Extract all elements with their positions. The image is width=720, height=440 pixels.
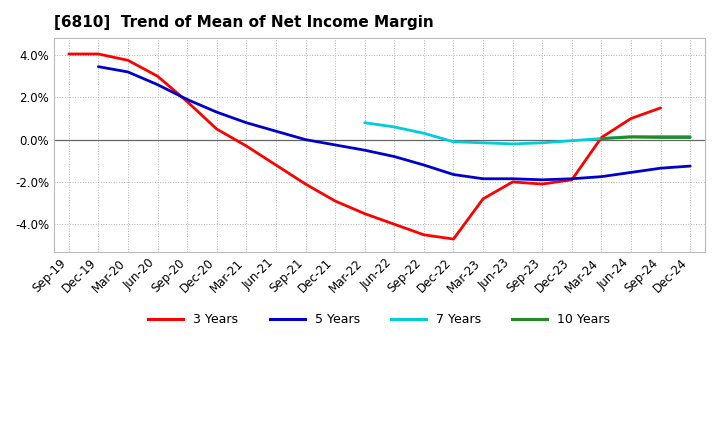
- 3 Years: [242, 143, 251, 149]
- 5 Years: [626, 170, 635, 175]
- 3 Years: [183, 99, 192, 104]
- 3 Years: [271, 162, 280, 168]
- 7 Years: [686, 134, 695, 139]
- 5 Years: [390, 154, 399, 159]
- 5 Years: [301, 137, 310, 142]
- Line: 5 Years: 5 Years: [99, 67, 690, 180]
- 3 Years: [449, 236, 458, 242]
- 5 Years: [361, 147, 369, 153]
- 3 Years: [361, 211, 369, 216]
- 3 Years: [420, 232, 428, 238]
- 5 Years: [567, 176, 576, 181]
- 10 Years: [686, 135, 695, 140]
- 7 Years: [420, 131, 428, 136]
- 3 Years: [330, 198, 339, 204]
- 7 Years: [567, 138, 576, 143]
- 7 Years: [390, 125, 399, 130]
- 5 Years: [686, 163, 695, 169]
- 7 Years: [361, 120, 369, 125]
- 7 Years: [449, 139, 458, 144]
- 5 Years: [420, 162, 428, 168]
- 3 Years: [65, 51, 73, 57]
- 5 Years: [330, 142, 339, 147]
- 3 Years: [538, 181, 546, 187]
- Line: 3 Years: 3 Years: [69, 54, 661, 239]
- 3 Years: [626, 116, 635, 121]
- 7 Years: [479, 140, 487, 146]
- 5 Years: [94, 64, 103, 70]
- 10 Years: [657, 135, 665, 140]
- 10 Years: [597, 136, 606, 141]
- 3 Years: [301, 181, 310, 187]
- Text: [6810]  Trend of Mean of Net Income Margin: [6810] Trend of Mean of Net Income Margi…: [54, 15, 433, 30]
- 5 Years: [124, 70, 132, 75]
- 5 Years: [508, 176, 517, 181]
- 7 Years: [597, 136, 606, 141]
- 7 Years: [626, 134, 635, 139]
- 3 Years: [597, 135, 606, 140]
- 7 Years: [508, 141, 517, 147]
- 3 Years: [153, 73, 162, 79]
- Line: 7 Years: 7 Years: [365, 123, 690, 144]
- Legend: 3 Years, 5 Years, 7 Years, 10 Years: 3 Years, 5 Years, 7 Years, 10 Years: [143, 308, 616, 331]
- 3 Years: [657, 105, 665, 110]
- Line: 10 Years: 10 Years: [601, 137, 690, 139]
- 3 Years: [124, 58, 132, 63]
- 5 Years: [271, 128, 280, 134]
- 5 Years: [538, 177, 546, 183]
- 5 Years: [183, 97, 192, 102]
- 5 Years: [212, 110, 221, 115]
- 5 Years: [449, 172, 458, 177]
- 3 Years: [479, 196, 487, 202]
- 5 Years: [657, 165, 665, 171]
- 5 Years: [597, 174, 606, 179]
- 10 Years: [626, 135, 635, 140]
- 5 Years: [479, 176, 487, 181]
- 3 Years: [94, 51, 103, 57]
- 3 Years: [212, 126, 221, 132]
- 7 Years: [657, 134, 665, 139]
- 3 Years: [508, 179, 517, 184]
- 5 Years: [242, 120, 251, 125]
- 3 Years: [567, 177, 576, 183]
- 3 Years: [390, 222, 399, 227]
- 5 Years: [153, 82, 162, 87]
- 7 Years: [538, 140, 546, 146]
